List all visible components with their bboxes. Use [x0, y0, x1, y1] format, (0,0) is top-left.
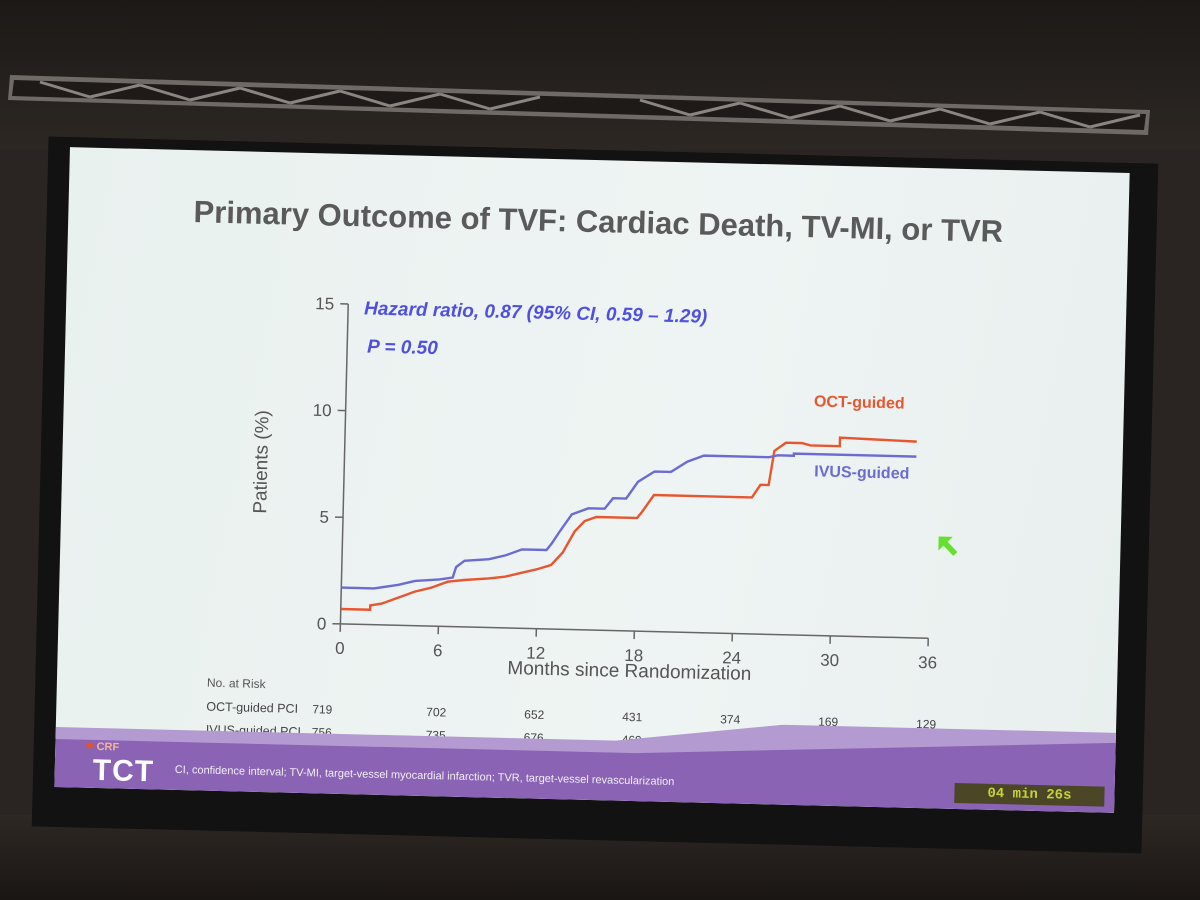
- ivus-series-label: IVUS-guided: [814, 463, 909, 482]
- crf-logo: ❤ CRF: [85, 740, 119, 754]
- y-tick-label: 10: [312, 401, 331, 420]
- crf-logo-text: CRF: [96, 740, 120, 754]
- x-tick-label: 12: [526, 643, 545, 662]
- presentation-slide: Primary Outcome of TVF: Cardiac Death, T…: [54, 147, 1130, 813]
- x-tick-label: 24: [722, 648, 741, 667]
- presentation-timer: 04 min 26s: [954, 782, 1105, 807]
- hazard-ratio-annotation: Hazard ratio, 0.87 (95% CI, 0.59 – 1.29): [364, 298, 708, 327]
- x-axis-title: Months since Randomization: [507, 658, 751, 685]
- chart-axes: 0 6 12 18 24 30 36 0 5 10 15: [312, 294, 937, 672]
- x-tick-label: 30: [820, 651, 839, 670]
- p-value-annotation: P = 0.50: [367, 336, 439, 359]
- tct-logo: TCT: [92, 753, 155, 789]
- ivus-series-line: [341, 452, 917, 590]
- x-tick-label: 36: [918, 653, 937, 672]
- y-axis-title: Patients (%): [250, 410, 274, 514]
- kaplan-meier-chart: 0 6 12 18 24 30 36 0 5 10 15 Hazard ratio, 0.87 (9…: [250, 294, 958, 685]
- pointer-cursor-icon: [938, 536, 958, 556]
- lighting-truss: [8, 75, 1150, 135]
- oct-series-line: [340, 436, 917, 611]
- x-tick-label: 6: [433, 641, 443, 660]
- oct-series-label: OCT-guided: [814, 393, 905, 412]
- x-tick-label: 18: [624, 646, 643, 665]
- chart-series: [340, 436, 917, 611]
- number-at-risk-title: No. at Risk: [206, 675, 266, 692]
- x-tick-label: 0: [335, 639, 345, 658]
- y-axis-line: [339, 303, 349, 624]
- heart-icon: ❤: [85, 740, 95, 753]
- y-tick-label: 15: [315, 294, 334, 313]
- y-tick-label: 0: [317, 614, 327, 633]
- y-tick-label: 5: [319, 508, 329, 527]
